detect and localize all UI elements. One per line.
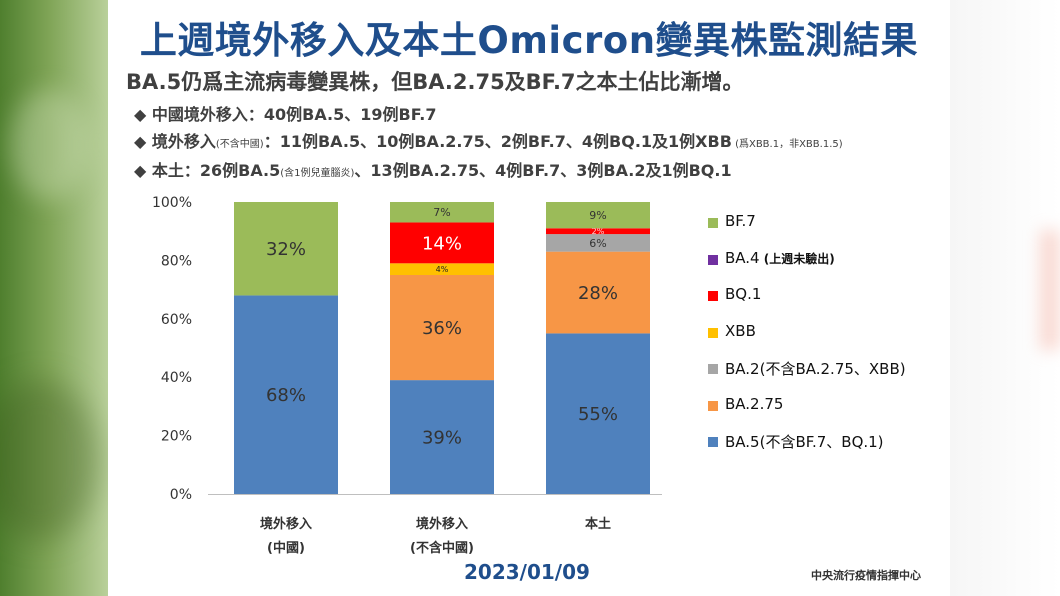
legend-swatch — [708, 254, 718, 265]
legend-label: BQ.1 — [725, 285, 762, 303]
bullet-text: 境外移入 — [151, 132, 216, 151]
legend-swatch — [708, 364, 718, 374]
data-label: 6% — [589, 237, 606, 250]
data-label: 39% — [422, 428, 462, 449]
x-category-label: 境外移入 — [260, 516, 312, 532]
x-category-sublabel: (不含中國) — [410, 540, 474, 556]
bar-segment-ba275 — [546, 251, 650, 334]
bullet-note-2: (爲XBB.1，非XBB.1.5) — [731, 139, 843, 150]
bullet-note: (含1例兒童腦炎) — [280, 168, 355, 179]
right-background-blot — [1040, 230, 1060, 350]
data-label: 36% — [422, 318, 462, 339]
legend-note: (上週未驗出) — [759, 251, 835, 266]
bar-segment-ba2 — [546, 234, 650, 252]
bullet-text: 本土：26例BA.5 — [151, 161, 281, 180]
y-tick-label: 100% — [152, 195, 192, 211]
x-category-sublabel: (中國) — [267, 540, 305, 556]
data-label: 2% — [592, 227, 605, 236]
bar-segment-bq1 — [390, 222, 494, 264]
left-background — [0, 0, 108, 596]
data-label: 55% — [578, 404, 618, 425]
legend-label: BA.2.75 — [725, 394, 784, 413]
slide-title: 上週境外移入及本土Omicron變異株監測結果 — [139, 19, 919, 62]
legend-swatch — [708, 291, 718, 301]
bar-segment-xbb — [390, 263, 494, 275]
bullet-marker: ◆ — [134, 105, 147, 124]
legend-label: BA.2(不含BA.2.75、XBB) — [725, 360, 906, 378]
x-category-label: 境外移入 — [416, 516, 468, 532]
y-tick-label: 80% — [161, 253, 192, 269]
legend-label: XBB — [725, 321, 756, 340]
bar-segment-ba5 — [234, 295, 338, 494]
y-tick-label: 60% — [161, 312, 192, 328]
bar-segment-ba5 — [546, 333, 650, 494]
legend-label: BF.7 — [725, 212, 756, 230]
left-background-blot — [0, 380, 100, 540]
bullet-text-rest: 、13例BA.2.75、4例BF.7、3例BA.2及1例BQ.1 — [354, 161, 732, 180]
bullet-note: (不含中國) — [215, 139, 264, 150]
data-label: 68% — [266, 385, 306, 406]
organization-name: 中央流行疫情指揮中心 — [811, 569, 921, 582]
left-background-highlight — [10, 90, 90, 200]
bar-segment-ba275 — [390, 275, 494, 381]
bar-segment-bf7 — [546, 202, 650, 229]
bar-segment-bf7 — [234, 202, 338, 296]
data-label: 7% — [433, 206, 450, 219]
data-label: 32% — [266, 239, 306, 260]
legend-swatch — [708, 327, 718, 338]
bar-segment-ba5 — [390, 380, 494, 494]
slide-subtitle: BA.5仍爲主流病毒變異株，但BA.2.75及BF.7之本土佔比漸增。 — [126, 70, 744, 94]
bullet-text: 中國境外移入：40例BA.5、19例BF.7 — [151, 105, 437, 124]
stacked-bar-chart: 0% 20% 40% 60% 80% 100% 68% 32% 境外移入 (中國) 39% 36% 4%… — [152, 195, 662, 556]
slide: 上週境外移入及本土Omicron變異株監測結果 BA.5仍爲主流病毒變異株，但B… — [108, 0, 950, 596]
data-label: 28% — [578, 283, 618, 304]
legend-label: BA.5(不含BF.7、BQ.1) — [725, 433, 884, 451]
bar-segment-bf7 — [390, 202, 494, 223]
bullet-marker: ◆ — [134, 161, 147, 180]
bullet-marker: ◆ — [134, 132, 147, 151]
legend-swatch — [708, 218, 718, 228]
bullet-text-rest: ：11例BA.5、10例BA.2.75、2例BF.7、4例BQ.1及1例XBB — [263, 132, 732, 151]
data-label: 4% — [436, 265, 449, 274]
bullet-china-imported: ◆ 中國境外移入：40例BA.5、19例BF.7 — [134, 101, 437, 125]
report-date: 2023/01/09 — [464, 560, 590, 584]
legend-swatch — [708, 437, 718, 447]
x-category-label: 本土 — [585, 516, 611, 532]
data-label: 9% — [589, 209, 606, 222]
right-background — [950, 0, 1060, 596]
bullet-other-imported: ◆ 境外移入(不含中國)：11例BA.5、10例BA.2.75、2例BF.7、4… — [134, 128, 843, 152]
legend-label: BA.4 (上週未驗出) — [725, 248, 835, 267]
data-label: 14% — [422, 233, 462, 254]
bar-segment-bq1 — [546, 228, 650, 235]
y-tick-label: 20% — [161, 429, 192, 445]
y-tick-label: 40% — [161, 370, 192, 386]
legend-swatch — [708, 400, 718, 411]
bullet-domestic: ◆ 本土：26例BA.5(含1例兒童腦炎)、13例BA.2.75、4例BF.7、… — [134, 157, 732, 181]
y-tick-label: 0% — [170, 487, 192, 503]
